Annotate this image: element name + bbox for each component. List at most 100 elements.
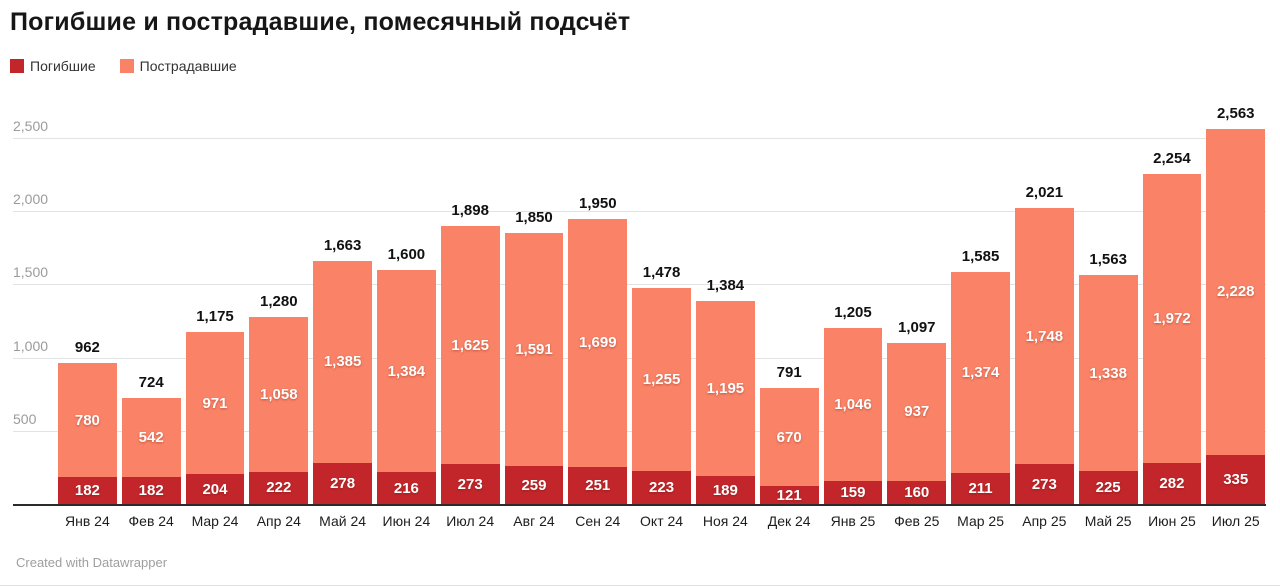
injured-value-label: 1,591: [515, 341, 553, 359]
dead-segment[interactable]: 121: [759, 486, 819, 504]
injured-value-label: 1,384: [387, 362, 426, 380]
injured-segment[interactable]: 937: [887, 343, 947, 481]
injured-segment[interactable]: 1,625: [440, 226, 500, 465]
dead-segment[interactable]: 222: [249, 471, 309, 504]
injured-segment[interactable]: 1,058: [249, 316, 309, 472]
bar-column[interactable]: 791 670 121: [759, 364, 819, 504]
dead-segment[interactable]: 259: [504, 466, 564, 504]
legend-item-dead: Погибшие: [10, 58, 96, 74]
bar-column[interactable]: 1,950 1,699 251: [568, 195, 628, 504]
dead-segment[interactable]: 189: [695, 476, 755, 504]
dead-value-label: 225: [1095, 479, 1121, 497]
dead-segment[interactable]: 204: [185, 474, 245, 504]
y-tick-label-500: 500: [13, 410, 37, 427]
injured-segment[interactable]: 1,699: [568, 218, 628, 468]
bar-column[interactable]: 1,175 971 204: [185, 308, 245, 504]
dead-segment[interactable]: 251: [568, 467, 628, 504]
dead-segment[interactable]: 211: [951, 473, 1010, 504]
injured-value-label: 670: [776, 428, 802, 446]
dead-segment[interactable]: 160: [887, 480, 947, 504]
bar-column[interactable]: 1,384 1,195 189: [695, 277, 755, 504]
bar-column[interactable]: 1,600 1,384 216: [376, 245, 436, 504]
bar-column[interactable]: 2,021 1,748 273: [1014, 184, 1074, 504]
dead-segment[interactable]: 225: [1078, 471, 1138, 504]
bar-total-label: 791: [776, 364, 802, 382]
dead-value-label: 216: [393, 479, 419, 497]
dead-segment[interactable]: 182: [121, 477, 181, 504]
bar-column[interactable]: 1,097 937 160: [887, 319, 947, 504]
bar-column[interactable]: 1,663 1,385 278: [313, 237, 372, 504]
injured-value-label: 542: [138, 429, 164, 447]
x-axis-label: Янв 25: [830, 513, 876, 529]
gridline-1500: [13, 284, 1266, 286]
bar-column[interactable]: 2,254 1,972 282: [1142, 150, 1202, 504]
bar-total-label: 2,021: [1025, 184, 1064, 202]
bar-column[interactable]: 962 780 182: [58, 339, 117, 504]
x-axis-label: Июл 24: [446, 513, 495, 529]
injured-segment[interactable]: 1,384: [376, 269, 436, 473]
x-axis-label: Янв 24: [65, 513, 110, 529]
dead-segment[interactable]: 273: [440, 464, 500, 504]
bar-column[interactable]: 1,563 1,338 225: [1078, 251, 1138, 504]
gridline-2500: [13, 138, 1266, 139]
dead-segment[interactable]: 159: [823, 480, 883, 504]
dead-segment[interactable]: 223: [632, 471, 691, 504]
injured-segment[interactable]: 1,255: [632, 287, 691, 472]
dead-segment[interactable]: 278: [313, 463, 372, 504]
injured-value-label: 937: [904, 403, 930, 421]
bar-column[interactable]: 1,205 1,046 159: [823, 304, 883, 504]
bar-column[interactable]: 724 542 182: [121, 374, 181, 504]
bar-column[interactable]: 1,850 1,591 259: [504, 209, 564, 504]
bar-total-label: 1,097: [897, 319, 936, 337]
dead-value-label: 273: [1031, 475, 1057, 493]
injured-value-label: 780: [74, 411, 100, 429]
injured-value-label: 1,748: [1025, 327, 1064, 345]
injured-segment[interactable]: 2,228: [1206, 128, 1266, 455]
dead-value-label: 182: [138, 482, 164, 500]
dead-value-label: 182: [74, 482, 100, 500]
injured-segment[interactable]: 1,046: [823, 327, 883, 481]
injured-segment[interactable]: 1,195: [695, 301, 755, 477]
injured-segment[interactable]: 1,374: [951, 271, 1010, 474]
bar-total-label: 2,563: [1216, 104, 1255, 122]
dead-value-label: 259: [521, 476, 547, 494]
y-tick-label-1500: 1,500: [13, 264, 49, 281]
bar-total-label: 1,850: [515, 209, 553, 227]
datawrapper-credit-link[interactable]: Created with Datawrapper: [16, 555, 168, 570]
injured-value-label: 1,625: [451, 336, 489, 354]
injured-segment[interactable]: 1,338: [1078, 275, 1138, 472]
injured-value-label: 1,699: [579, 334, 617, 352]
y-tick-label-2000: 2,000: [13, 191, 49, 208]
injured-segment[interactable]: 780: [58, 363, 117, 478]
dead-value-label: 222: [266, 479, 292, 497]
bar-total-label: 1,175: [196, 308, 234, 325]
bar-column[interactable]: 1,280 1,058 222: [249, 293, 309, 504]
x-axis-label: Мар 25: [957, 513, 1004, 529]
bar-column[interactable]: 1,898 1,625 273: [440, 202, 500, 504]
x-axis-label: Дек 24: [767, 513, 811, 529]
bar-column[interactable]: 1,585 1,374 211: [951, 248, 1010, 504]
bar-column[interactable]: 2,563 2,228 335: [1206, 104, 1266, 504]
bar-column[interactable]: 1,478 1,255 223: [632, 264, 691, 504]
y-tick-label-2500: 2,500: [13, 118, 49, 134]
dead-segment[interactable]: 282: [1142, 462, 1202, 504]
injured-segment[interactable]: 1,972: [1142, 174, 1202, 463]
injured-value-label: 1,255: [642, 371, 681, 388]
injured-segment[interactable]: 1,385: [313, 260, 372, 464]
injured-value-label: 1,972: [1153, 309, 1191, 327]
injured-segment[interactable]: 1,748: [1014, 208, 1074, 465]
injured-segment[interactable]: 542: [121, 398, 181, 478]
injured-segment[interactable]: 670: [759, 388, 819, 487]
dead-value-label: 335: [1223, 470, 1249, 488]
x-axis-label: Апр 25: [1022, 513, 1067, 529]
injured-segment[interactable]: 971: [185, 332, 245, 475]
x-axis-label: Апр 24: [256, 513, 301, 529]
injured-value-label: 1,385: [323, 353, 362, 371]
injured-segment[interactable]: 1,591: [504, 233, 564, 467]
dead-segment[interactable]: 335: [1206, 454, 1266, 504]
x-axis-label: Ноя 24: [702, 513, 748, 529]
dead-segment[interactable]: 216: [376, 472, 436, 504]
dead-segment[interactable]: 182: [58, 477, 117, 504]
dead-segment[interactable]: 273: [1014, 464, 1074, 504]
bar-total-label: 1,600: [387, 245, 426, 263]
